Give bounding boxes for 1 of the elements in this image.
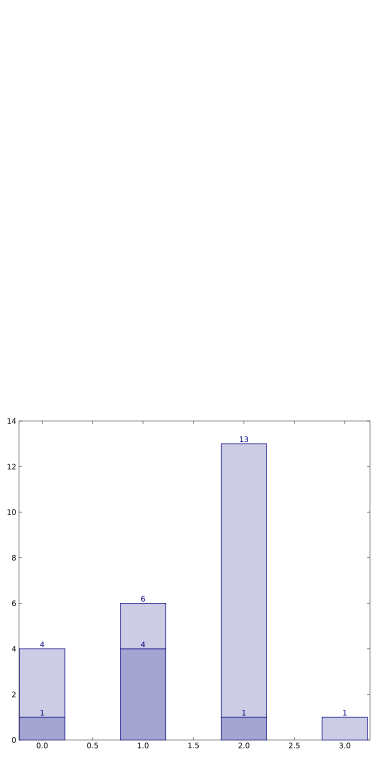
bar: [322, 716, 368, 740]
